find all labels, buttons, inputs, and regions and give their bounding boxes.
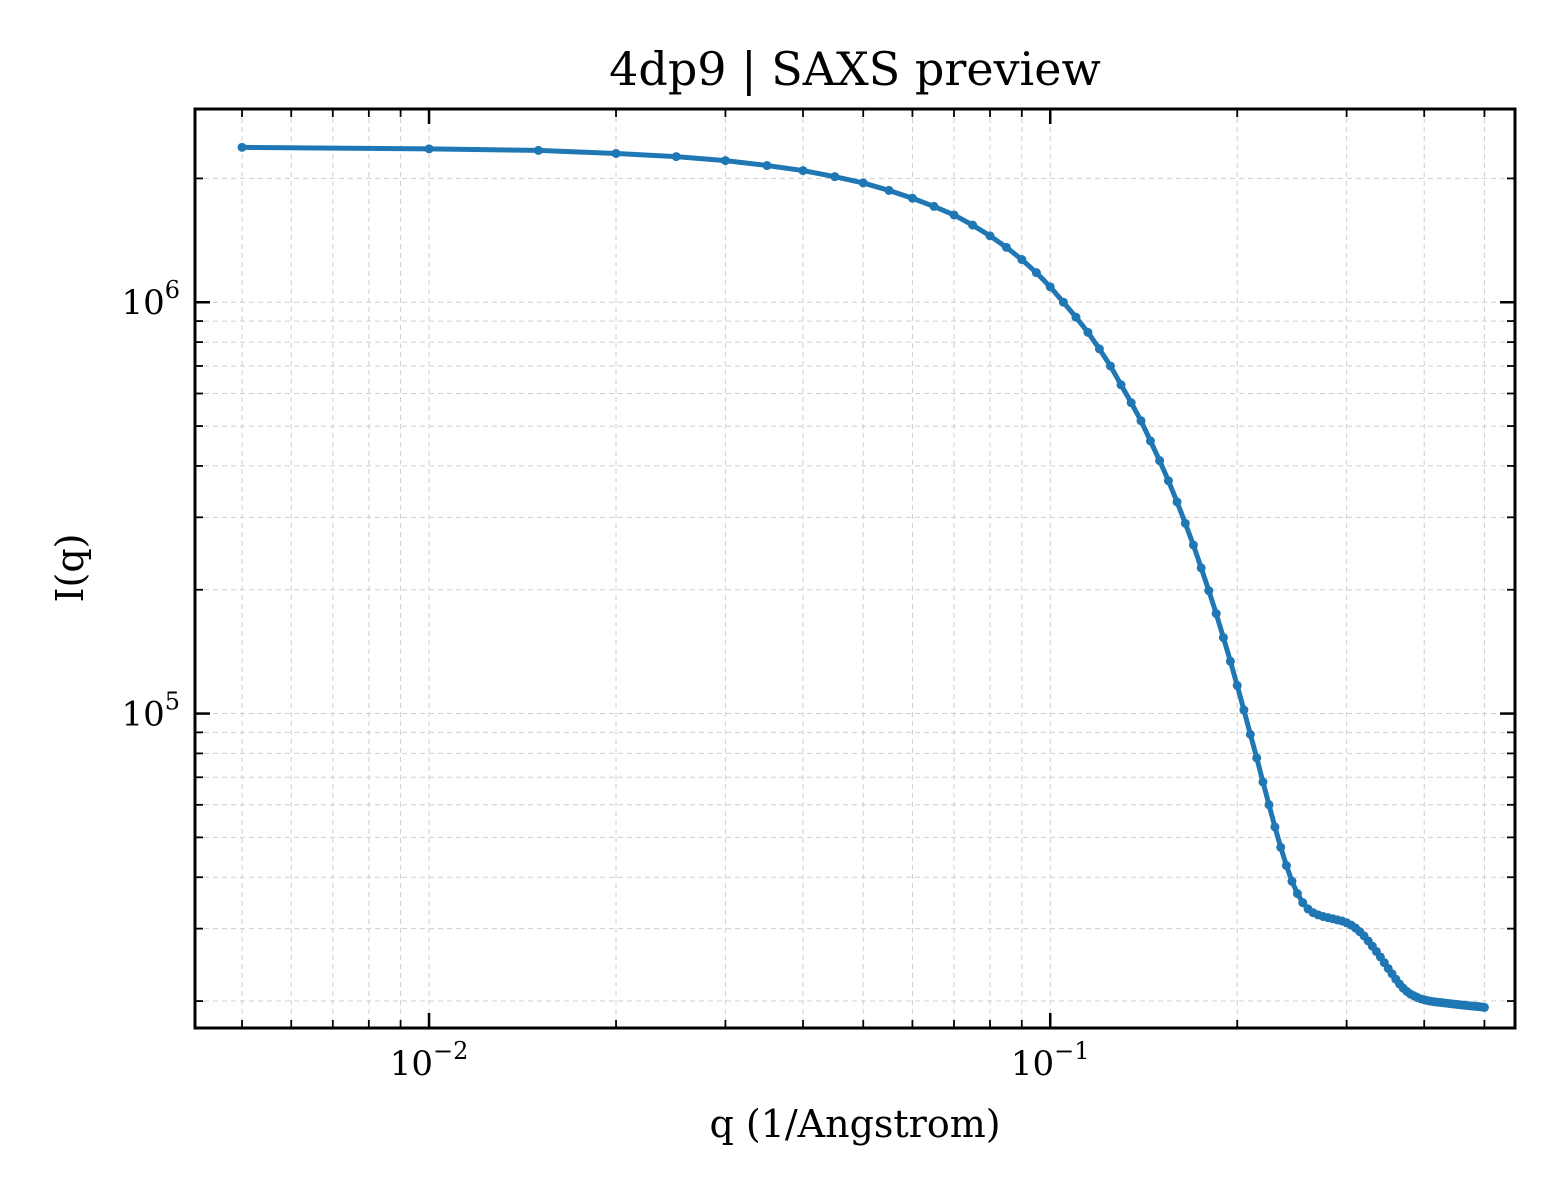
data-point (1094, 344, 1104, 354)
x-axis-label: q (1/Angstrom) (709, 1102, 1000, 1146)
data-point (1180, 518, 1190, 528)
data-point (1258, 777, 1268, 787)
data-point (1001, 242, 1011, 252)
data-point (1264, 800, 1274, 810)
data-point (858, 178, 868, 188)
data-point (1136, 416, 1146, 426)
tick-labels: 10−2 10−1 105 106 (121, 276, 1089, 1084)
data-point (424, 144, 434, 154)
data-point (798, 166, 808, 176)
data-point (907, 193, 917, 203)
data-point (1287, 876, 1297, 886)
data-point (968, 220, 978, 230)
data-point (1245, 729, 1255, 739)
data-point (1116, 380, 1126, 390)
data-point (1211, 609, 1221, 619)
data-point (884, 185, 894, 195)
y-tick-label: 106 (121, 276, 180, 323)
data-point (762, 161, 772, 171)
data-point (720, 156, 730, 166)
data-point (1071, 312, 1081, 322)
data-point (1155, 456, 1165, 466)
data-point (1188, 540, 1198, 550)
data-point (1126, 398, 1136, 408)
data-point (1281, 861, 1291, 871)
data-point (1270, 822, 1280, 832)
data-point (929, 201, 939, 211)
data-point (985, 231, 995, 241)
plot-frame (193, 107, 1517, 1030)
data-point (1252, 753, 1262, 763)
y-axis-label: I(q) (48, 534, 92, 603)
x-tick-label: 10−1 (1011, 1037, 1090, 1084)
data-point (611, 148, 621, 158)
data-point (533, 145, 543, 155)
data-point (1163, 476, 1173, 486)
data-point (1145, 436, 1155, 446)
data-point (1045, 282, 1055, 292)
data-point (1196, 563, 1206, 573)
data-point (1218, 633, 1228, 643)
y-tick-label: 105 (121, 688, 180, 735)
data-point (1298, 898, 1308, 908)
data-point (1276, 842, 1286, 852)
data-point (1083, 327, 1093, 337)
data-point (1017, 255, 1027, 265)
chart-title: 4dp9 | SAXS preview (609, 42, 1101, 96)
data-point (1225, 656, 1235, 666)
data-point (237, 142, 247, 152)
data-point (1232, 681, 1242, 691)
data-series (237, 142, 1489, 1012)
data-point (1105, 361, 1115, 371)
data-point (949, 210, 959, 220)
data-point (1172, 497, 1182, 507)
data-point (671, 152, 681, 162)
x-tick-label: 10−2 (390, 1037, 469, 1084)
data-point (1204, 586, 1214, 596)
data-point (1058, 297, 1068, 307)
data-point (1479, 1002, 1489, 1012)
grid-lines (195, 109, 1515, 1028)
data-point (1031, 268, 1041, 278)
data-point (1292, 889, 1302, 899)
data-point (830, 172, 840, 182)
data-point (1239, 705, 1249, 715)
